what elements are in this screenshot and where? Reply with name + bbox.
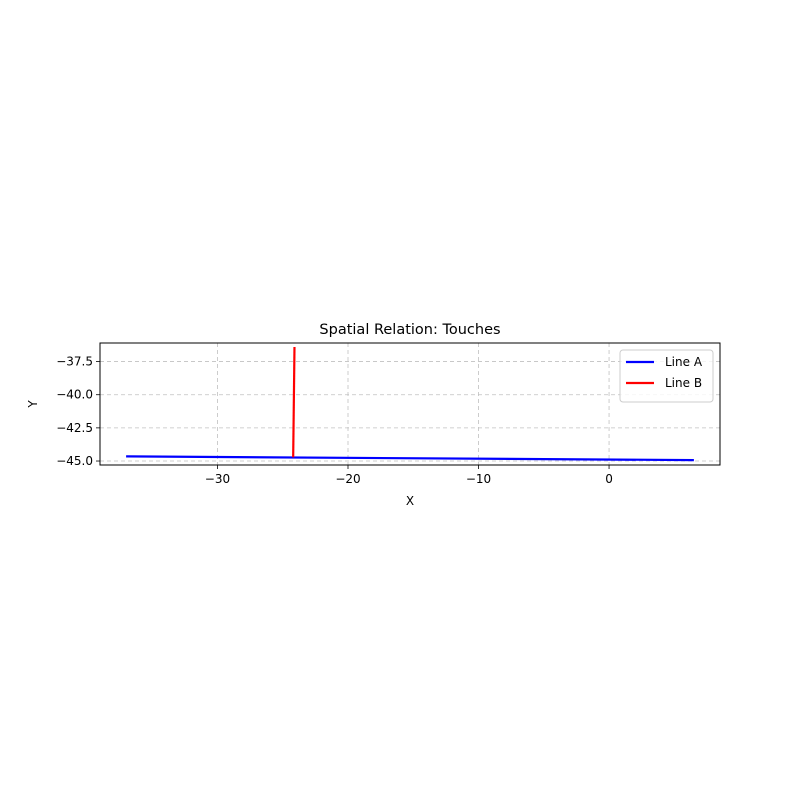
legend-label: Line B	[665, 376, 702, 390]
x-tick-label: −30	[205, 472, 230, 486]
grid	[100, 343, 720, 465]
series-layer	[126, 346, 694, 462]
x-tick-label: −10	[466, 472, 491, 486]
y-tick-label: −37.5	[56, 355, 93, 369]
x-tick-label: −20	[335, 472, 360, 486]
legend: Line A Line B	[619, 349, 714, 403]
y-tick-label: −40.0	[56, 388, 93, 402]
chart-title: Spatial Relation: Touches	[319, 322, 500, 338]
y-axis-label: Y	[26, 400, 40, 409]
y-tick-label: −45.0	[56, 454, 93, 468]
series-line-line-b	[292, 346, 296, 458]
legend-label: Line A	[665, 355, 703, 369]
series-line-line-a	[126, 455, 694, 462]
x-axis-label: X	[406, 494, 414, 508]
x-axis-ticks: −30 −20 −10 0	[205, 465, 613, 486]
y-axis-ticks: −37.5 −40.0 −42.5 −45.0	[56, 355, 100, 468]
plot-frame	[99, 342, 721, 466]
x-tick-label: 0	[605, 472, 613, 486]
y-tick-label: −42.5	[56, 421, 93, 435]
